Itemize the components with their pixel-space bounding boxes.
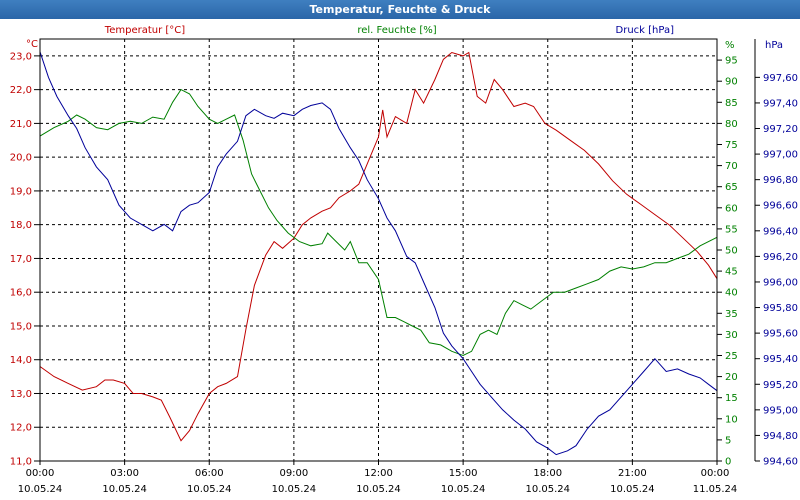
humidity-tick-label: 15	[725, 393, 738, 404]
humidity-tick-label: 10	[725, 414, 738, 425]
humidity-tick-label: 75	[725, 140, 738, 151]
series-lines	[39, 51, 718, 456]
pressure-tick-label: 995,00	[763, 405, 798, 416]
temperature-tick-label: 23,0	[10, 51, 32, 62]
pressure-tick-label: 996,60	[763, 201, 798, 212]
chart-title-bar: Temperatur, Feuchte & Druck	[0, 0, 800, 19]
time-tick-label: 15:00	[449, 468, 478, 479]
humidity-tick-label: 0	[725, 457, 731, 468]
time-tick-label: 00:00	[701, 468, 730, 479]
temperature-tick-label: 19,0	[10, 186, 32, 197]
time-axis: 00:00 10.05.24 03:00 10.05.24 06:00 10.05.24 0…	[18, 461, 738, 495]
humidity-tick-label: 25	[725, 351, 738, 362]
temperature-tick-label: 21,0	[10, 119, 32, 130]
humidity-tick-label: 95	[725, 56, 738, 67]
humidity-tick-label: 5	[725, 435, 731, 446]
date-tick-label: 10.05.24	[610, 484, 655, 495]
chart-title: Temperatur, Feuchte & Druck	[309, 3, 491, 16]
humidity-tick-label: 20	[725, 372, 738, 383]
axis-headers: °C Temperatur [°C] rel. Feuchte [%] Druck […	[26, 25, 783, 51]
time-tick-label: 09:00	[279, 468, 308, 479]
temperature-series-label: Temperatur [°C]	[104, 25, 185, 36]
humidity-tick-label: 80	[725, 119, 738, 130]
humidity-tick-label: 55	[725, 224, 738, 235]
pressure-tick-label: 994,80	[763, 431, 798, 442]
temperature-tick-label: 16,0	[10, 288, 32, 299]
chart-area: 11,0 12,0 13,0 14,0 15,0 16,0 17,0 18,0 19,0 20,0…	[10, 25, 798, 495]
humidity-tick-label: 45	[725, 267, 738, 278]
pressure-tick-label: 995,80	[763, 303, 798, 314]
date-tick-label: 10.05.24	[441, 484, 486, 495]
pressure-tick-label: 996,20	[763, 252, 798, 263]
date-tick-label: 11.05.24	[693, 484, 738, 495]
date-tick-label: 10.05.24	[102, 484, 147, 495]
pressure-tick-label: 996,80	[763, 175, 798, 186]
humidity-tick-label: 90	[725, 77, 738, 88]
time-tick-label: 06:00	[195, 468, 224, 479]
pressure-tick-label: 996,40	[763, 226, 798, 237]
humidity-tick-label: 50	[725, 246, 738, 257]
time-tick-label: 03:00	[110, 468, 139, 479]
grid-lines	[40, 39, 717, 462]
pressure-tick-label: 995,20	[763, 380, 798, 391]
humidity-tick-label: 70	[725, 161, 738, 172]
humidity-unit-header: %	[725, 40, 735, 51]
pressure-tick-label: 995,60	[763, 329, 798, 340]
temperature-tick-label: 18,0	[10, 220, 32, 231]
pressure-tick-label: 997,60	[763, 73, 798, 84]
pressure-tick-label: 995,40	[763, 354, 798, 365]
time-tick-label: 21:00	[618, 468, 647, 479]
temperature-axis: 11,0 12,0 13,0 14,0 15,0 16,0 17,0 18,0 19,0 20,0…	[10, 51, 40, 468]
temperature-tick-label: 12,0	[10, 423, 32, 434]
pressure-series-label: Druck [hPa]	[616, 25, 675, 36]
pressure-tick-label: 997,20	[763, 124, 798, 135]
humidity-series-label: rel. Feuchte [%]	[357, 25, 436, 36]
temperature-tick-label: 22,0	[10, 85, 32, 96]
date-tick-label: 10.05.24	[525, 484, 570, 495]
humidity-tick-label: 60	[725, 203, 738, 214]
date-tick-label: 10.05.24	[187, 484, 232, 495]
pressure-tick-label: 996,00	[763, 277, 798, 288]
temperature-tick-label: 17,0	[10, 254, 32, 265]
date-tick-label: 10.05.24	[18, 484, 63, 495]
date-tick-label: 10.05.24	[356, 484, 401, 495]
humidity-tick-label: 35	[725, 309, 738, 320]
temperature-tick-label: 20,0	[10, 153, 32, 164]
date-tick-label: 10.05.24	[272, 484, 317, 495]
humidity-tick-label: 40	[725, 288, 738, 299]
temperature-tick-label: 13,0	[10, 389, 32, 400]
time-tick-label: 00:00	[26, 468, 55, 479]
temperature-tick-label: 11,0	[10, 457, 32, 468]
pressure-tick-label: 994,60	[763, 457, 798, 468]
pressure-tick-label: 997,00	[763, 150, 798, 161]
time-tick-label: 18:00	[533, 468, 562, 479]
time-tick-label: 12:00	[364, 468, 393, 479]
humidity-tick-label: 65	[725, 182, 738, 193]
pressure-tick-label: 997,40	[763, 98, 798, 109]
temperature-unit-header: °C	[26, 39, 38, 50]
humidity-tick-label: 85	[725, 98, 738, 109]
pressure-axis: 994,60 994,80 995,00 995,20 995,40 995,60 995,…	[754, 39, 798, 468]
pressure-series-line	[39, 51, 718, 456]
pressure-unit-header: hPa	[765, 40, 783, 51]
humidity-axis: 0 5 10 15 20 25 30 35 40 45 50 55 60 65 70 75 80 85 90 95	[717, 56, 738, 468]
humidity-tick-label: 30	[725, 330, 738, 341]
humidity-series-line	[39, 88, 718, 357]
temperature-series-line	[39, 51, 718, 442]
temperature-tick-label: 15,0	[10, 321, 32, 332]
temperature-tick-label: 14,0	[10, 355, 32, 366]
